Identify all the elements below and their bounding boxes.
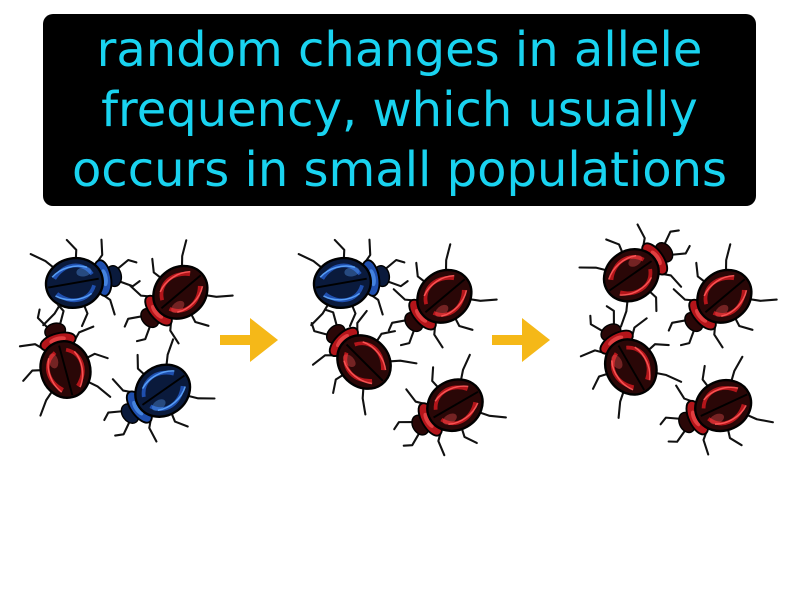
beetle-icon <box>558 287 690 424</box>
beetle-icon <box>4 293 120 420</box>
population-generation-1 <box>4 226 240 466</box>
beetle-icon <box>375 346 512 478</box>
arrow-right-icon <box>220 318 278 362</box>
caption-line-2: frequency, which usually <box>101 82 698 138</box>
beetle-icon <box>27 226 148 335</box>
definition-caption: random changes in allele frequency, whic… <box>43 14 756 206</box>
beetle-icon <box>82 331 221 466</box>
population-generation-3 <box>558 200 784 475</box>
caption-line-1: random changes in allele <box>96 22 703 78</box>
beetle-icon <box>295 226 416 335</box>
population-generation-2 <box>285 226 512 478</box>
beetle-icon <box>644 348 778 475</box>
caption-line-3: occurs in small populations <box>71 142 728 198</box>
arrow-right-icon <box>492 318 550 362</box>
